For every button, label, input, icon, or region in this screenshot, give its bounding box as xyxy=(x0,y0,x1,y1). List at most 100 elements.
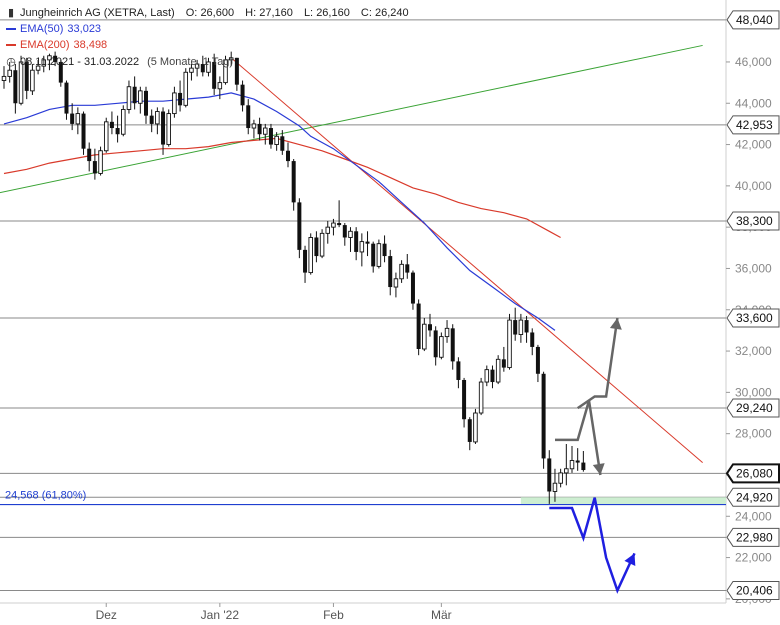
arrow-head xyxy=(609,318,622,330)
candle-body-down xyxy=(64,82,69,114)
candle xyxy=(490,365,495,389)
candle-body-up xyxy=(422,323,427,350)
candle-body-up xyxy=(98,150,103,174)
level-badge-shape xyxy=(726,10,780,30)
candle-body-up xyxy=(478,381,484,414)
candle-body-down xyxy=(240,84,245,106)
x-tick-label: Jan '22 xyxy=(201,608,240,622)
indicator-lines: 24,568 (61,80%) xyxy=(0,44,726,506)
support-zone-rect xyxy=(520,497,726,505)
candle xyxy=(200,55,205,77)
ema50-value: 33,023 xyxy=(67,23,102,35)
candle-body-up xyxy=(348,230,353,238)
ema200-swatch xyxy=(6,44,16,47)
x-tick-label: Dez xyxy=(96,608,117,622)
candle-body-up xyxy=(183,71,189,106)
candle-body-down xyxy=(547,458,552,492)
candle xyxy=(513,307,518,341)
candle xyxy=(405,254,410,279)
scenario-path xyxy=(576,317,619,410)
downtrend-line xyxy=(230,57,703,463)
ohlc-high-value: 27,160 xyxy=(259,7,293,19)
candle-body-down xyxy=(212,61,217,89)
candle-body-down xyxy=(354,231,359,252)
level-badge: 26,080 xyxy=(726,463,780,483)
candle xyxy=(518,313,524,343)
level-badge-shape xyxy=(726,115,780,135)
candle-body-up xyxy=(495,358,501,383)
candle xyxy=(178,80,183,112)
candle xyxy=(564,443,569,486)
candle-body-down xyxy=(178,92,183,106)
candle xyxy=(348,227,353,252)
candle xyxy=(121,105,126,137)
candle xyxy=(234,57,239,91)
candle xyxy=(428,313,432,337)
arrow-head xyxy=(592,463,605,475)
candle-body-down xyxy=(405,264,410,273)
candle xyxy=(7,61,12,83)
candle xyxy=(268,123,273,149)
candle xyxy=(18,55,24,106)
level-label: 48,040 xyxy=(736,13,773,27)
candle-body-down xyxy=(303,249,308,273)
scenario-path xyxy=(549,497,636,594)
candle xyxy=(138,86,143,114)
candles xyxy=(1,51,586,504)
level-badge: 29,240 xyxy=(726,398,780,418)
uptrend-line xyxy=(0,44,703,194)
y-tick-label: 30,000 xyxy=(735,385,772,399)
candle xyxy=(172,86,177,118)
level-badge: 24,920 xyxy=(726,487,780,507)
level-label: 22,980 xyxy=(736,530,773,544)
candle-body-down xyxy=(541,373,546,459)
scenario-path xyxy=(555,400,602,476)
scenario-arrows xyxy=(549,317,636,594)
candle-body-up xyxy=(319,232,325,257)
ohlc-low-value: 26,160 xyxy=(316,7,350,19)
candle-body-down xyxy=(433,330,438,358)
candle-body-down xyxy=(234,57,239,85)
candle xyxy=(484,365,490,387)
candle-body-up xyxy=(228,57,234,61)
level-label: 20,406 xyxy=(736,583,773,597)
candle xyxy=(581,451,586,472)
candle xyxy=(246,99,251,135)
candle-body-down xyxy=(144,90,148,116)
candle-body-up xyxy=(484,369,490,383)
candle xyxy=(228,51,234,67)
candle xyxy=(303,245,308,283)
candle xyxy=(495,355,501,385)
candle xyxy=(314,231,319,263)
candle xyxy=(552,468,558,502)
candle xyxy=(223,55,228,85)
candle-body-down xyxy=(24,61,29,91)
candle-body-down xyxy=(428,324,432,331)
candle-body-down xyxy=(467,419,472,442)
candle-body-up xyxy=(308,237,313,274)
legend-ema50: EMA(50) 33,023 xyxy=(6,23,101,35)
candle xyxy=(132,76,137,110)
candle xyxy=(251,119,257,139)
candle-body-down xyxy=(462,379,467,420)
level-badge: 33,600 xyxy=(726,308,780,328)
date-range: 08.11.2021 - 31.03.2022 xyxy=(20,56,140,68)
candle xyxy=(416,299,421,356)
candle-body-down xyxy=(132,86,137,104)
level-badge-shape xyxy=(726,211,780,231)
candle xyxy=(422,318,427,352)
candle-body-up xyxy=(189,67,194,73)
ohlc-close-value: 26,240 xyxy=(374,7,409,19)
candle xyxy=(30,64,35,95)
ema50-swatch xyxy=(6,28,16,31)
candle-body-down xyxy=(513,320,518,335)
ema200-value: 38,498 xyxy=(73,39,108,51)
candle-body-up xyxy=(121,108,126,135)
candle-body-down xyxy=(81,113,86,149)
chart-title-row: ▮ Jungheinrich AG (XETRA, Last) O: 26,600… xyxy=(6,6,409,19)
candle xyxy=(319,229,325,259)
candle xyxy=(308,233,313,275)
bullish-scenario-arrow xyxy=(555,317,622,476)
candle-body-up xyxy=(439,336,444,358)
candle xyxy=(189,64,194,81)
